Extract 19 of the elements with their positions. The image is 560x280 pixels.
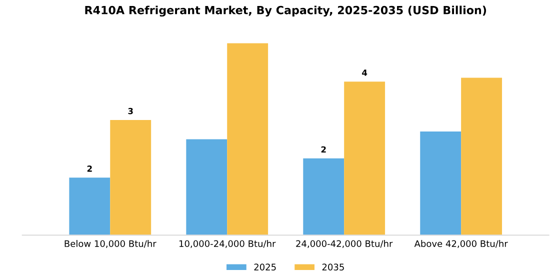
x-tick-label: 10,000-24,000 Btu/hr: [179, 240, 276, 248]
legend-label: 2035: [322, 264, 344, 270]
bar: [110, 120, 152, 236]
x-tick-label: Above 42,000 Btu/hr: [414, 240, 508, 248]
x-tick-label: 24,000-42,000 Btu/hr: [296, 240, 393, 248]
data-label: 3: [128, 108, 133, 114]
bar: [303, 158, 344, 236]
data-label: 2: [87, 166, 92, 172]
legend-label: 2025: [254, 264, 276, 270]
chart-title: R410A Refrigerant Market, By Capacity, 2025-2035 (USD Billion): [85, 6, 486, 17]
bar: [227, 43, 268, 236]
data-label: 2: [321, 146, 326, 152]
data-label: 4: [362, 70, 368, 76]
bar: [420, 132, 462, 236]
bar: [344, 82, 386, 236]
bar: [69, 178, 110, 236]
bar: [186, 139, 228, 236]
bar: [461, 78, 502, 236]
x-tick-label: Below 10,000 Btu/hr: [64, 240, 156, 248]
